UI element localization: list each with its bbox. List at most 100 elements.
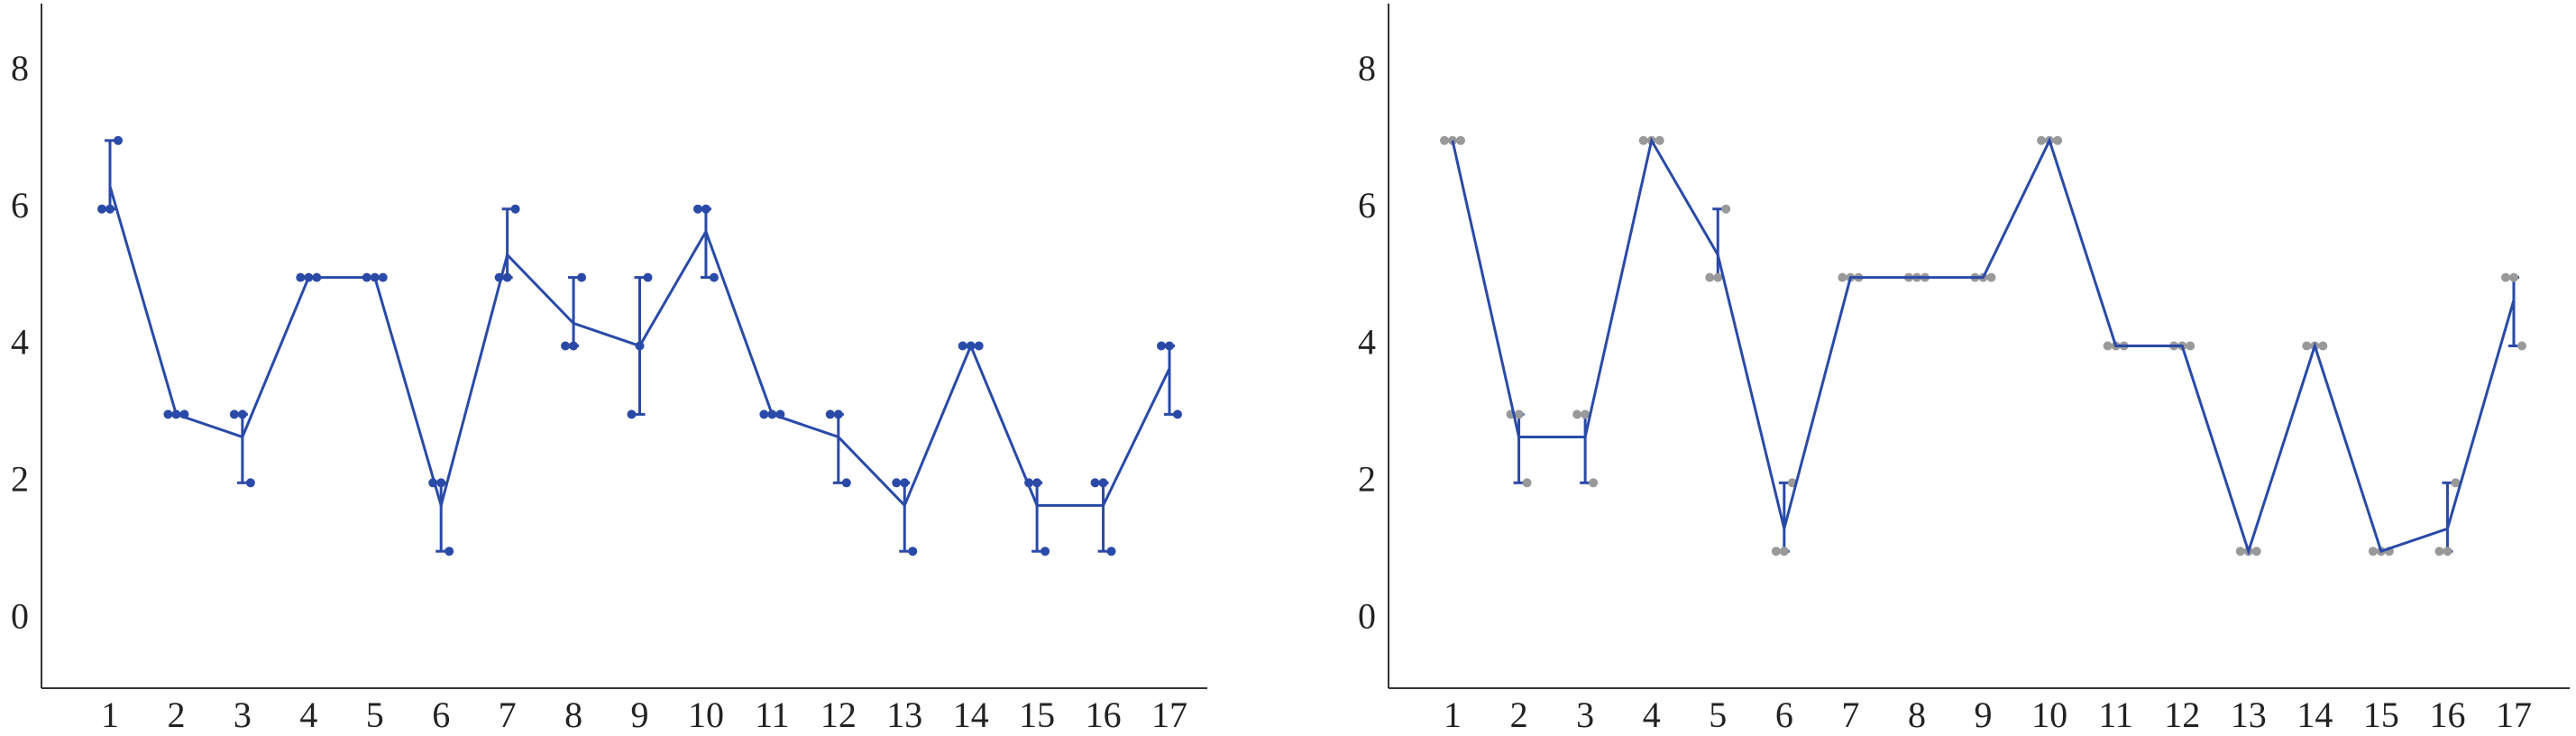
sample-point: [1098, 478, 1108, 488]
x-tick-label: 12: [820, 695, 857, 735]
x-tick-label: 8: [564, 695, 582, 735]
sample-point: [2251, 547, 2261, 557]
x-tick-label: 1: [101, 695, 119, 735]
x-tick-label: 9: [1975, 695, 1993, 735]
sample-point: [2037, 135, 2047, 145]
x-tick-label: 2: [1510, 695, 1528, 735]
x-tick-label: 7: [499, 695, 517, 735]
sample-point: [569, 341, 579, 351]
x-tick-label: 14: [953, 695, 989, 735]
sample-point: [436, 478, 446, 488]
x-tick-label: 13: [886, 695, 922, 735]
sample-point: [1986, 272, 1996, 282]
sample-point: [643, 272, 653, 282]
sample-point: [2451, 478, 2461, 488]
x-tick-label: 3: [234, 695, 252, 735]
sample-point: [2053, 135, 2063, 145]
sample-point: [163, 409, 173, 419]
sample-point: [974, 341, 984, 351]
x-tick-label: 6: [432, 695, 450, 735]
y-tick-label: 2: [11, 458, 29, 499]
x-tick-label: 16: [1086, 695, 1122, 735]
sample-point: [1040, 547, 1050, 557]
sample-point: [2186, 341, 2196, 351]
x-tick-label: 3: [1576, 695, 1594, 735]
sample-point: [1655, 135, 1664, 145]
sample-point: [114, 135, 123, 145]
x-tick-label: 10: [2031, 695, 2067, 735]
y-tick-label: 4: [11, 322, 29, 363]
sample-point: [759, 409, 769, 419]
x-tick-label: 15: [2363, 695, 2399, 735]
x-tick-label: 13: [2231, 695, 2267, 735]
sample-point: [2302, 341, 2312, 351]
x-tick-label: 14: [2296, 695, 2333, 735]
sample-point: [1713, 272, 1723, 282]
mean-line: [1451, 136, 2516, 557]
x-tick-label: 4: [299, 695, 317, 735]
sample-point: [908, 547, 918, 557]
sample-point: [692, 204, 702, 214]
y-tick-label: 4: [1358, 322, 1376, 363]
sample-point: [1157, 341, 1166, 351]
y-tick-label: 2: [1358, 458, 1376, 499]
sample-point: [900, 478, 910, 488]
x-tick-label: 11: [2098, 695, 2133, 735]
y-tick-label: 6: [1358, 185, 1376, 225]
x-tick-label: 5: [366, 695, 384, 735]
sample-point: [833, 409, 843, 419]
x-tick-label: 9: [631, 695, 649, 735]
sample-point: [627, 409, 637, 419]
sample-point: [97, 204, 106, 214]
sample-point: [1173, 409, 1182, 419]
sample-point: [1705, 272, 1715, 282]
sample-point: [1090, 478, 1100, 488]
sample-point: [1589, 478, 1599, 488]
mean-line: [108, 186, 1171, 511]
sample-point: [1638, 135, 1648, 145]
y-tick-label: 0: [1358, 595, 1376, 636]
y-tick-label: 8: [1358, 48, 1376, 88]
sample-point: [892, 478, 902, 488]
sample-point: [2235, 547, 2245, 557]
x-tick-label: 2: [167, 695, 185, 735]
sample-point: [825, 409, 835, 419]
sample-point: [502, 272, 512, 282]
x-tick-label: 17: [1151, 695, 1187, 735]
sample-point: [1581, 409, 1591, 419]
sample-point: [1522, 478, 1532, 488]
x-tick-label: 1: [1444, 695, 1462, 735]
sample-point: [105, 204, 115, 214]
sample-point: [1456, 135, 1465, 145]
sample-point: [1572, 409, 1582, 419]
sample-point: [701, 204, 710, 214]
y-tick-label: 8: [11, 48, 29, 88]
sample-point: [1721, 204, 1731, 214]
sample-point: [2517, 341, 2526, 351]
sample-point: [2501, 272, 2510, 282]
sample-point: [2103, 341, 2113, 351]
sample-point: [1106, 547, 1116, 557]
sample-point: [245, 478, 255, 488]
x-tick-label: 16: [2429, 695, 2465, 735]
x-tick-label: 12: [2164, 695, 2200, 735]
sample-point: [841, 478, 851, 488]
sample-point: [2509, 272, 2518, 282]
sample-point: [2368, 547, 2378, 557]
sample-point: [1032, 478, 1042, 488]
sample-point: [2318, 341, 2328, 351]
x-tick-label: 6: [1775, 695, 1793, 735]
sample-point: [709, 272, 719, 282]
sample-point: [296, 272, 306, 282]
sample-point: [1165, 341, 1174, 351]
sample-point: [1771, 547, 1781, 557]
y-tick-label: 6: [11, 185, 29, 225]
sample-point: [378, 272, 388, 282]
sample-point: [1440, 135, 1449, 145]
y-tick-label: 0: [11, 595, 29, 636]
sample-point: [2434, 547, 2444, 557]
sample-point: [445, 547, 454, 557]
sample-point: [958, 341, 967, 351]
sample-point: [561, 341, 571, 351]
